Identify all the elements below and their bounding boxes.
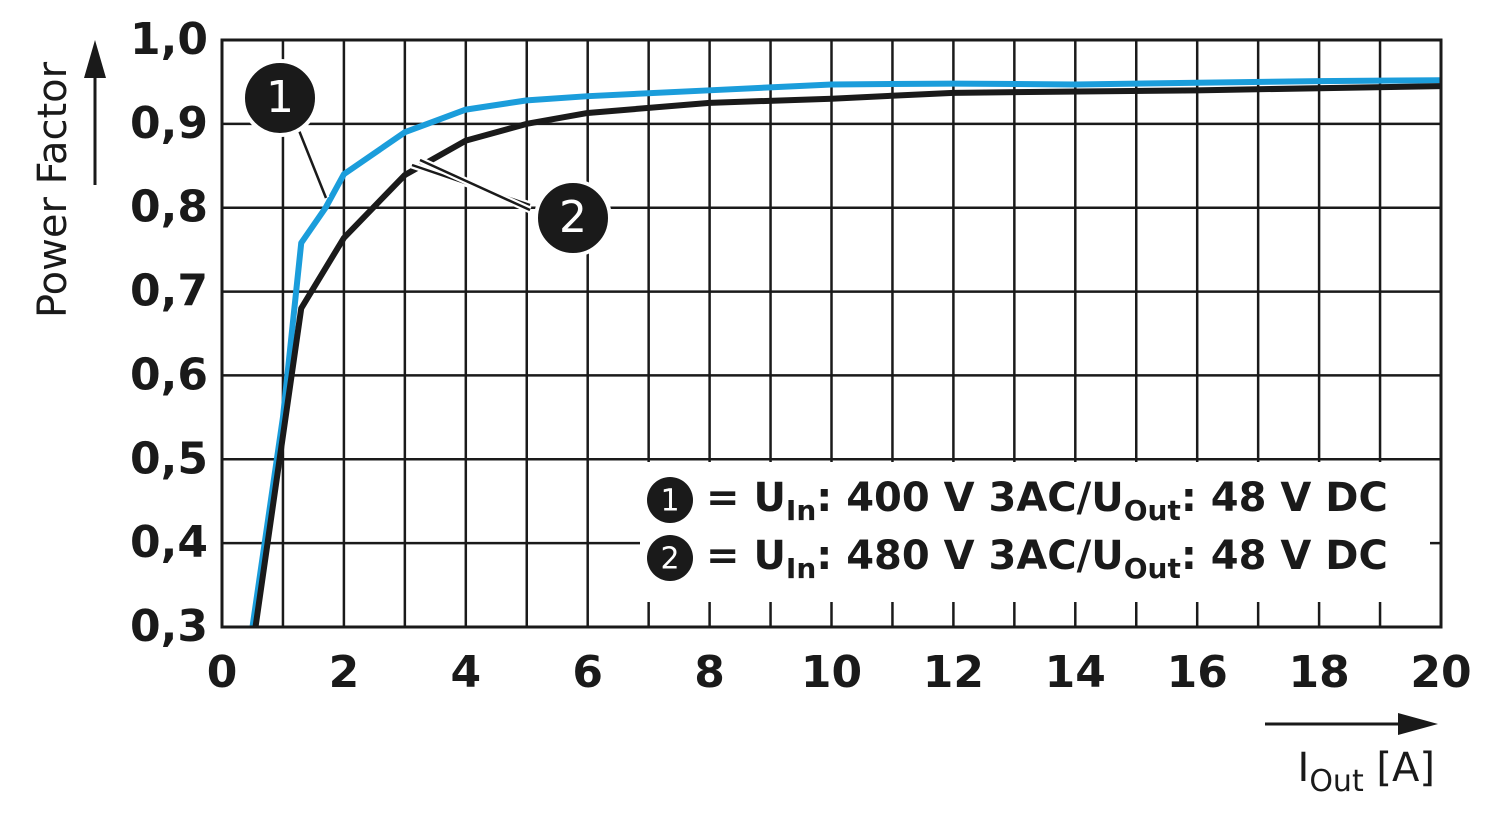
y-tick-label: 0,4 (130, 517, 208, 568)
legend-label-part: : 48 V DC (1181, 475, 1388, 521)
y-tick-label: 1,0 (130, 14, 208, 65)
y-arrow-head (84, 40, 106, 78)
callout-circle (534, 179, 612, 257)
legend-label-sub: In (786, 552, 816, 585)
legend-label-part: = U (706, 475, 786, 521)
data-line (252, 83, 1442, 628)
y-tick-label: 0,6 (130, 349, 208, 400)
callout-circle (241, 59, 319, 137)
legend-label-part: : 400 V 3AC/U (816, 475, 1123, 521)
x-tick-label: 16 (1167, 647, 1228, 698)
legend-label-sub: In (786, 494, 816, 527)
legend-marker (647, 535, 693, 581)
legend-marker (647, 477, 693, 523)
x-tick-label: 6 (572, 647, 603, 698)
legend-box (640, 462, 1430, 602)
callout-line (419, 158, 531, 212)
legend-label: = UIn: 400 V 3AC/UOut: 48 V DC (706, 475, 1388, 527)
legend-label-sub: Out (1124, 552, 1181, 585)
y-tick-label: 0,5 (130, 433, 208, 484)
plot-frame (220, 38, 1443, 629)
legend-label-part: : 480 V 3AC/U (816, 533, 1123, 579)
x-tick-label: 12 (923, 647, 984, 698)
x-arrow-head (1398, 713, 1438, 735)
y-tick-label: 0,7 (130, 266, 208, 317)
x-axis-label-part: [A] (1364, 745, 1435, 791)
x-tick-label: 14 (1045, 647, 1106, 698)
x-axis-label-part: I (1298, 745, 1310, 791)
x-tick-label: 8 (694, 647, 725, 698)
x-axis-label-sub: Out (1309, 764, 1364, 799)
callout-number: 1 (266, 72, 294, 123)
legend-label: = UIn: 480 V 3AC/UOut: 48 V DC (706, 533, 1388, 585)
legend-label-part: : 48 V DC (1181, 533, 1388, 579)
legend-label-sub: Out (1124, 494, 1181, 527)
x-tick-label: 20 (1410, 647, 1471, 698)
y-axis-label: Power Factor (30, 61, 76, 318)
callout-number: 2 (559, 192, 587, 243)
x-tick-label: 10 (801, 647, 862, 698)
legend-label-part: = U (706, 533, 786, 579)
y-tick-label: 0,8 (130, 182, 208, 233)
legend-marker-number: 1 (660, 484, 679, 519)
x-tick-label: 4 (450, 647, 481, 698)
x-tick-label: 18 (1288, 647, 1349, 698)
callout-line (296, 127, 328, 199)
y-tick-label: 0,3 (130, 601, 208, 652)
x-tick-label: 2 (329, 647, 360, 698)
x-axis-label: IOut [A] (1298, 745, 1435, 799)
data-line (249, 77, 1442, 628)
legend-marker-number: 2 (660, 542, 679, 577)
x-tick-label: 0 (207, 647, 238, 698)
y-tick-label: 0,9 (130, 98, 208, 149)
